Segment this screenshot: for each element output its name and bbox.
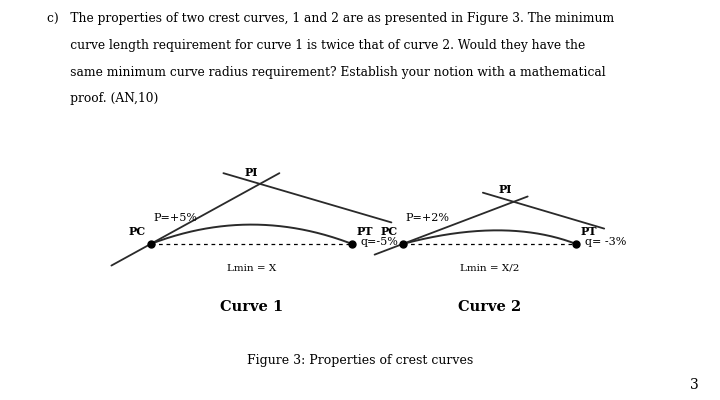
Text: PT: PT	[356, 226, 373, 237]
Text: PI: PI	[245, 168, 258, 178]
Text: Figure 3: Properties of crest curves: Figure 3: Properties of crest curves	[247, 354, 473, 367]
Text: Curve 2: Curve 2	[458, 300, 521, 314]
Text: c)   The properties of two crest curves, 1 and 2 are as presented in Figure 3. T: c) The properties of two crest curves, 1…	[47, 12, 614, 25]
Text: P=+2%: P=+2%	[405, 213, 449, 223]
Text: curve length requirement for curve 1 is twice that of curve 2. Would they have t: curve length requirement for curve 1 is …	[47, 39, 585, 52]
Text: q=-5%: q=-5%	[361, 237, 398, 247]
Text: Lmin = X: Lmin = X	[227, 264, 276, 273]
Text: PI: PI	[498, 184, 512, 195]
Text: Lmin = X/2: Lmin = X/2	[459, 264, 519, 273]
Text: proof. (AN,10): proof. (AN,10)	[47, 92, 158, 106]
Text: same minimum curve radius requirement? Establish your notion with a mathematical: same minimum curve radius requirement? E…	[47, 66, 606, 78]
Text: q= -3%: q= -3%	[585, 237, 626, 247]
Text: PC: PC	[129, 226, 146, 237]
Text: 3: 3	[690, 378, 698, 392]
Text: P=+5%: P=+5%	[153, 213, 197, 223]
Text: Curve 1: Curve 1	[220, 300, 283, 314]
Text: PC: PC	[381, 226, 398, 237]
Text: PT: PT	[580, 226, 597, 237]
